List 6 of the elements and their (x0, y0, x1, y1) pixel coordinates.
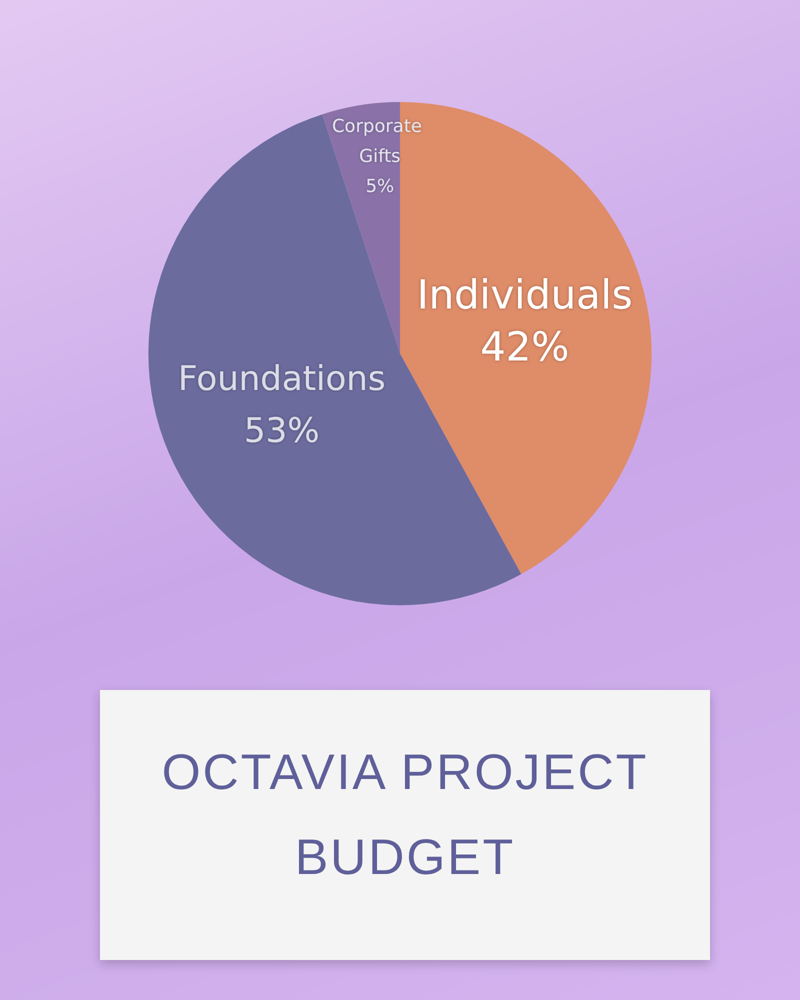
data-label: 42% (480, 324, 570, 371)
data-label: 5% (366, 176, 394, 197)
slice-label: Foundations (178, 358, 386, 399)
data-label: 53% (244, 410, 320, 451)
text: OCTAVIA PROJECT BUDGET (160, 743, 650, 887)
slice-label: Individuals (416, 272, 633, 319)
